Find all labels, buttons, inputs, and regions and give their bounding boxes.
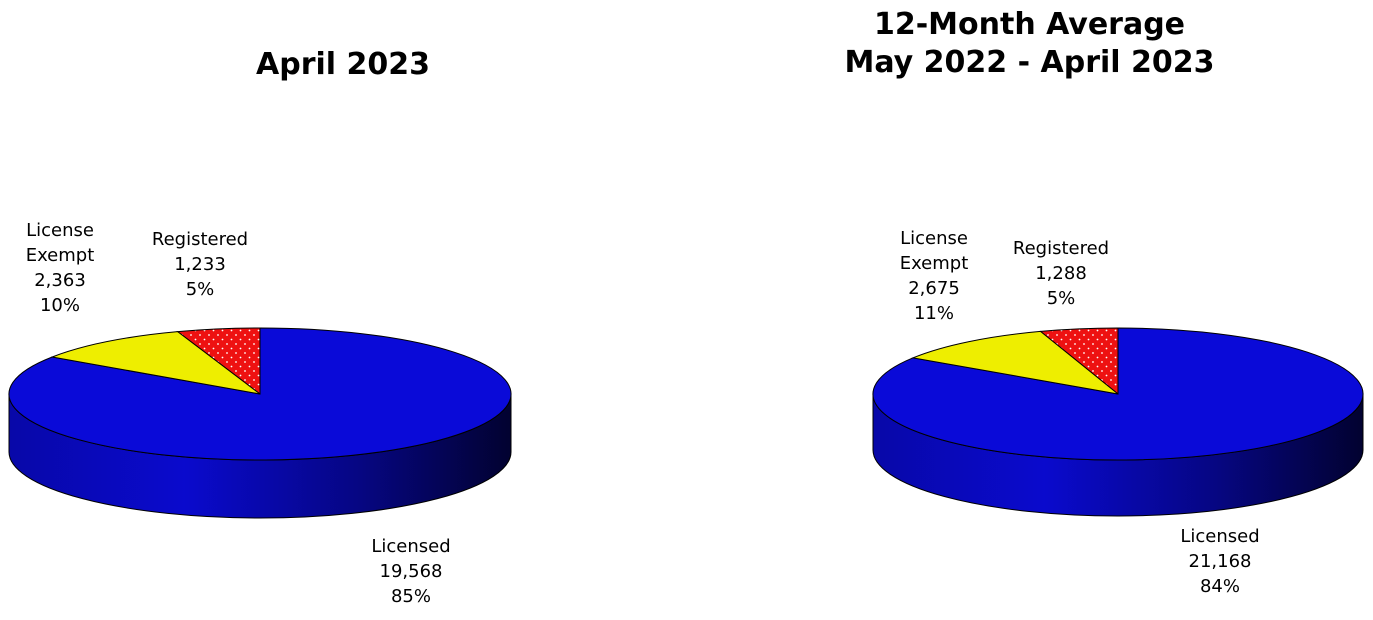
- pie-chart-svg: Registered 1,288 5% Licensed 21,168 84% Licens…: [872, 228, 1364, 597]
- chart-title-line-2: May 2022 - April 2023: [844, 45, 1215, 80]
- chart-title-line: April 2023: [256, 47, 430, 82]
- slice-label-licensed: Licensed 21,168 84%: [1180, 526, 1259, 597]
- slice-label-license-exempt: License Exempt 2,363 10%: [26, 220, 95, 316]
- slice-label-registered: Registered 1,288 5%: [1013, 238, 1109, 309]
- slice-label-license-exempt: License Exempt 2,675 11%: [900, 228, 969, 324]
- pie-chart-april-2023: April 2023 Registered 1,233 5% Licensed 19,5…: [0, 0, 686, 620]
- slice-label-registered: Registered 1,233 5%: [152, 229, 248, 300]
- chart-title: 12-Month Average May 2022 - April 2023: [686, 6, 1373, 82]
- pie-slice-licensed: [872, 327, 1364, 461]
- chart-title-line-1: 12-Month Average: [873, 7, 1186, 42]
- pie-slice-license-exempt: [911, 330, 1119, 395]
- pie-chart-svg: Registered 1,233 5% Licensed 19,568 85% Licens…: [8, 220, 512, 607]
- pie-chart-12-month-average: 12-Month Average May 2022 - April 2023 R…: [686, 0, 1373, 620]
- slice-label-licensed: Licensed 19,568 85%: [371, 536, 450, 607]
- pie-slice-license-exempt: [50, 331, 261, 395]
- chart-title: April 2023: [0, 46, 686, 84]
